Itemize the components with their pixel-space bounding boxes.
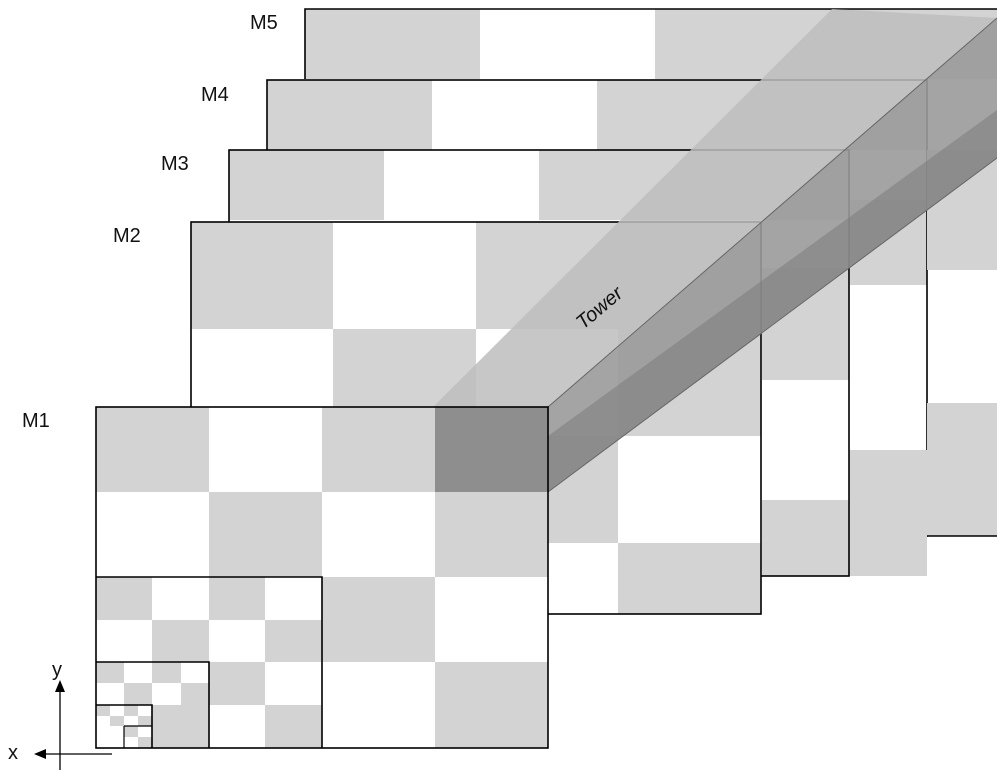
layer-m5-cell: [305, 9, 480, 79]
layer-m1-cell: [209, 577, 265, 620]
layer-m1-refinement-outline: [96, 704, 153, 748]
layer-m1-cell: [181, 726, 209, 748]
layer-m1-refinement-outline: [96, 661, 210, 748]
layer-m1-cell: [322, 407, 435, 492]
layer-m1-refinement-finest: [96, 705, 152, 748]
layer-label-m5: M5: [250, 12, 278, 34]
layer-m5-border: [304, 8, 997, 79]
tower-side-dark-band: [548, 110, 997, 492]
layer-m5-right-strip: [927, 150, 997, 537]
layer-m1-cell: [124, 726, 138, 737]
tower-top-face: [433, 9, 997, 407]
layer-m1-cell: [138, 737, 152, 748]
layer-label-m2: M2: [113, 225, 141, 247]
layer-m1-cell: [96, 407, 209, 492]
tower-edge: [547, 157, 997, 493]
layer-m1-cell: [265, 705, 322, 748]
layer-m5-cell: [927, 403, 997, 536]
layer-m3-cell: [229, 150, 384, 220]
layer-m1-cell: [96, 705, 110, 716]
layer-label-m3: M3: [161, 153, 189, 175]
layer-m1-tower-cell: [435, 407, 548, 492]
layer-m1-cell: [96, 662, 124, 683]
layer-m1-cell: [152, 620, 209, 662]
layer-m1-cell: [322, 577, 435, 662]
axes-indicator: y x: [8, 659, 112, 770]
layer-m1: [95, 406, 549, 749]
layer-m1-cell: [124, 705, 138, 716]
layer-m1-refinement-outline: [96, 576, 323, 748]
x-axis-label: x: [8, 742, 18, 764]
tower: [433, 9, 997, 493]
layer-m1-cell: [265, 620, 322, 662]
layer-m2-cell: [618, 543, 761, 614]
layer-m1-cell: [435, 662, 548, 748]
y-axis-arrow-icon: [55, 680, 65, 692]
layer-m1-cell: [96, 577, 152, 620]
layer-label-m1: M1: [22, 410, 50, 432]
layer-m3-cell: [762, 500, 849, 576]
layer-m4-cell: [267, 80, 432, 150]
layer-label-m4: M4: [201, 84, 229, 106]
layer-m1-cell: [209, 662, 265, 705]
layer-m1-cell: [124, 683, 152, 705]
layer-m1-cell: [110, 716, 124, 726]
layer-m1-cell: [181, 683, 209, 705]
layer-m1-cell: [138, 716, 152, 726]
x-axis-arrow-icon: [34, 749, 46, 759]
tower-edge: [547, 17, 997, 408]
y-axis-label: y: [52, 659, 62, 681]
layer-m1-border: [95, 406, 549, 749]
layer-m1-refinement-fine: [96, 662, 209, 748]
layer-m2-cell: [191, 222, 333, 329]
layer-m1-cell: [152, 705, 181, 726]
layer-m1-cell: [435, 492, 548, 577]
layer-m3-cell: [849, 450, 927, 576]
layer-m1-cell: [152, 662, 181, 683]
layer-m1-cell: [209, 492, 322, 577]
